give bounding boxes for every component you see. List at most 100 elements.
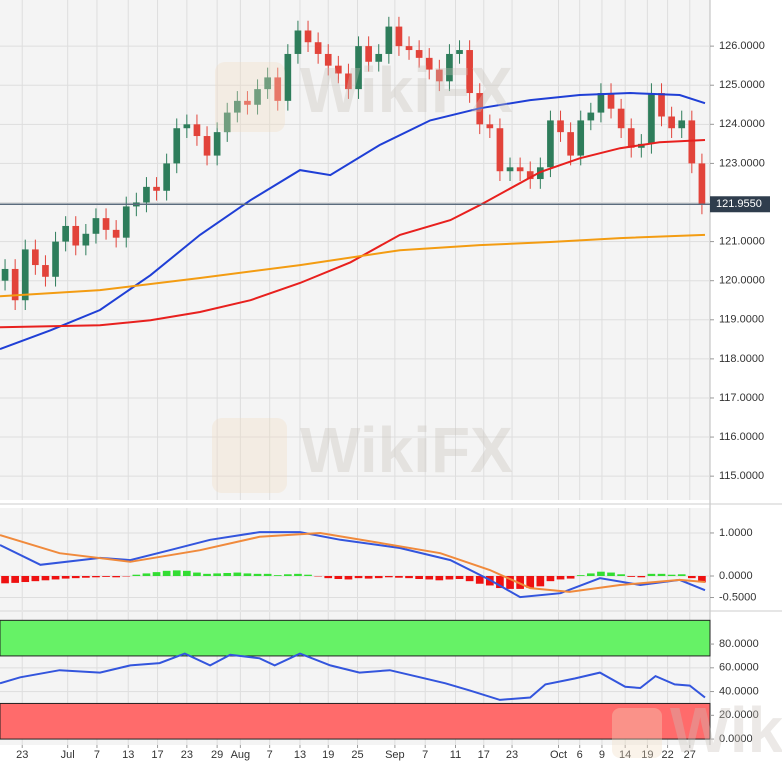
histogram-bar (667, 574, 676, 576)
candle-body (415, 50, 423, 58)
candle-body (72, 225, 80, 246)
zone (0, 619, 711, 657)
candle-body (345, 73, 352, 90)
candle-body (223, 112, 231, 133)
y-tick-label: 117.0000 (719, 392, 764, 404)
candle-body (355, 46, 362, 90)
histogram-bar (243, 573, 252, 576)
histogram-bar (233, 572, 242, 576)
y-tick-label: 118.0000 (719, 353, 764, 365)
line (0, 139, 706, 329)
line (0, 531, 706, 599)
histogram-bar (183, 570, 191, 576)
watermark: WikiFX (300, 414, 513, 486)
histogram-bar (425, 576, 434, 580)
x-tick-label: Aug (231, 749, 251, 761)
y-tick-label: 60.0000 (719, 662, 759, 674)
histogram-bar (223, 572, 232, 576)
y-tick-label: 116.0000 (719, 431, 764, 443)
histogram-bar (384, 576, 393, 578)
histogram-bar (526, 576, 535, 589)
y-tick-label: 1.0000 (719, 527, 753, 539)
histogram-bar (455, 576, 464, 580)
histogram-bar (475, 576, 484, 584)
histogram-bar (51, 576, 60, 580)
histogram-bar (142, 573, 151, 576)
y-tick-label: 124.0000 (719, 118, 765, 130)
histogram-bar (536, 576, 545, 587)
candle-body (32, 249, 39, 266)
histogram-bar (395, 576, 403, 578)
x-tick-label: Sep (385, 749, 405, 761)
x-tick-label: 11 (450, 749, 461, 761)
x-tick-label: 27 (684, 749, 696, 761)
price-panel (0, 0, 710, 500)
line (0, 531, 706, 593)
candle-body (698, 163, 706, 205)
candle-body (567, 132, 574, 156)
histogram-bar (364, 576, 373, 579)
x-tick-label: 19 (322, 749, 334, 761)
histogram-bar (273, 575, 282, 576)
candle-body (607, 93, 615, 109)
histogram-bar (546, 576, 555, 582)
candle-body (294, 30, 302, 54)
watermark-logo (212, 418, 287, 493)
histogram-bar (344, 576, 353, 580)
candle-body (597, 93, 605, 113)
histogram-bar (617, 574, 625, 576)
x-tick-label: 6 (577, 749, 583, 761)
candle-body (516, 167, 524, 172)
histogram-bar (132, 574, 141, 576)
x-tick-label: 17 (151, 749, 163, 761)
histogram-bar (657, 573, 666, 576)
line (0, 233, 706, 298)
x-tick-label: 13 (122, 749, 134, 761)
y-tick-label: 126.0000 (719, 40, 765, 52)
candle-body (314, 42, 322, 54)
candle-body (466, 50, 473, 94)
candle-body (365, 46, 372, 62)
histogram-bar (435, 576, 444, 581)
candle-body (173, 128, 181, 164)
candle-body (274, 77, 282, 101)
y-tick-label: 121.0000 (719, 236, 765, 248)
candle-body (385, 26, 393, 54)
histogram-bar (31, 576, 40, 582)
x-tick-label: 9 (599, 749, 605, 761)
histogram-bar (41, 576, 50, 581)
candle-body (42, 265, 49, 277)
histogram-bar (304, 574, 312, 576)
candle-body (112, 229, 120, 238)
watermark-logo (215, 62, 285, 132)
y-tick-label: 40.0000 (719, 685, 759, 697)
histogram-bar (82, 576, 90, 578)
histogram-bar (152, 572, 161, 576)
y-tick-label: 0.0000 (719, 570, 753, 582)
histogram-bar (112, 576, 120, 578)
line (0, 652, 706, 701)
x-tick-label: 13 (294, 749, 306, 761)
histogram-bar (253, 573, 262, 576)
line (0, 91, 706, 351)
candle-body (234, 100, 241, 113)
watermarks: WikiFX WikiFX WikiFX (212, 54, 782, 766)
candle-body (496, 128, 504, 172)
histogram-bar (21, 576, 30, 583)
candle-body (425, 57, 433, 70)
watermark: WikiFX (300, 54, 513, 126)
candle-body (324, 53, 332, 66)
histogram-bar (284, 574, 292, 576)
candle-body (244, 100, 251, 105)
y-tick-label: 119.0000 (719, 314, 764, 326)
candle-body (335, 65, 342, 74)
candle-body (648, 93, 655, 144)
histogram-bar (687, 576, 696, 579)
candle-body (678, 120, 686, 129)
candle-body (122, 206, 130, 238)
x-tick-label: 22 (661, 749, 673, 761)
histogram-bar (586, 573, 595, 576)
histogram-bar (566, 576, 575, 579)
x-tick-label: 23 (181, 749, 193, 761)
histogram-bar (506, 576, 514, 589)
